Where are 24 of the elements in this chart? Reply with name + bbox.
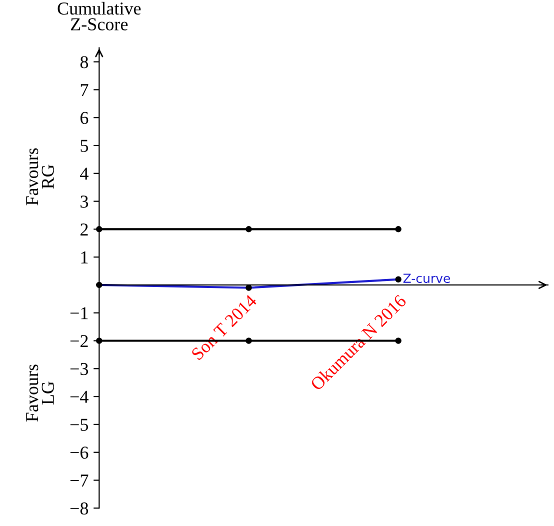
y-tick-label: 3: [80, 196, 88, 208]
y-tick-label: −6: [70, 446, 88, 459]
point: [246, 226, 252, 232]
y-tick-label: −5: [70, 418, 88, 431]
point: [395, 226, 402, 232]
y-tick-label: −3: [70, 362, 88, 376]
y-tick-label: −4: [70, 390, 88, 403]
y-tick-label: −2: [70, 335, 88, 348]
y-tick-label: 6: [80, 112, 88, 124]
y-tick-label: 2: [80, 223, 88, 236]
y-tick-label: 5: [80, 140, 88, 152]
y-tick-label: −1: [70, 307, 88, 320]
y-tick-label: 4: [80, 168, 88, 180]
series-label: Z-curve: [403, 274, 450, 284]
text: Favours LG: [26, 364, 54, 422]
text: Favours RG: [26, 148, 54, 206]
y-tick-label: −7: [70, 474, 88, 486]
y-tick-label: 8: [80, 56, 88, 68]
y-tick-label: 1: [81, 251, 88, 264]
y-tick-label: 7: [80, 84, 88, 96]
point: [246, 338, 252, 344]
point: [395, 338, 402, 344]
y-tick-label: −8: [70, 502, 88, 515]
y-axis-title: Cumulative Z-Score: [58, 2, 141, 30]
